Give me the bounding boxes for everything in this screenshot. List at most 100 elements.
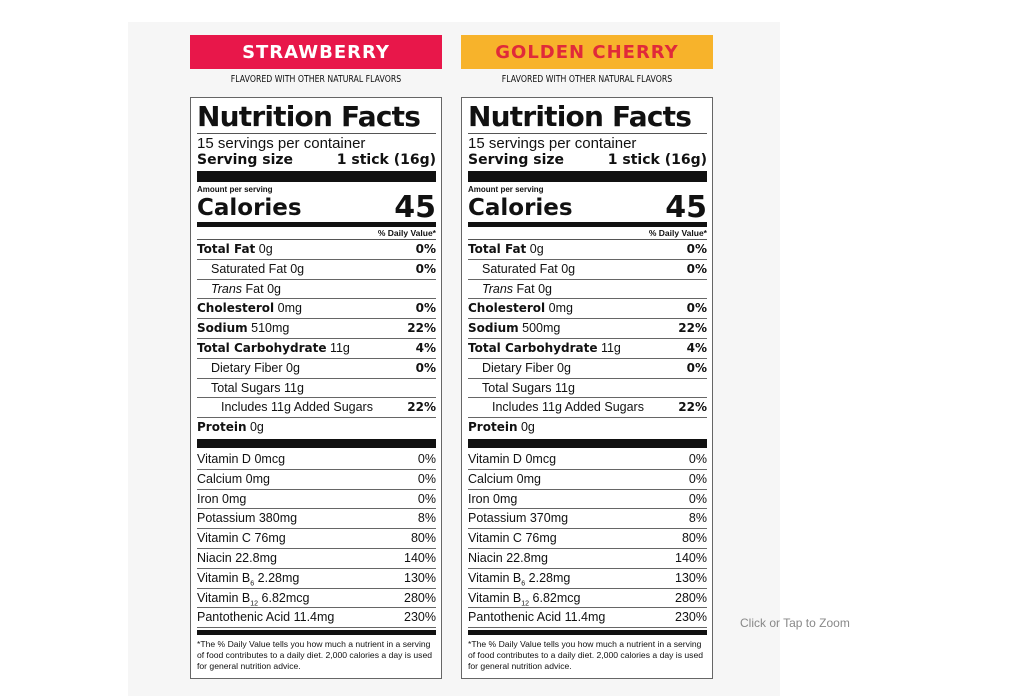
vitamin-name-group: Iron 0mg	[197, 490, 246, 509]
nutrient-name: Protein	[468, 420, 518, 435]
nutrient-daily-value: 4%	[415, 340, 436, 355]
nutrient-row: Protein 0g	[197, 418, 436, 438]
nutrient-name-group: Total Carbohydrate 11g	[197, 339, 350, 358]
vitamin-daily-value: 0%	[688, 471, 707, 486]
divider-thick	[197, 171, 436, 182]
vitamin-amount: 0mcg	[525, 451, 557, 466]
nutrient-name-group: Total Fat 0g	[197, 240, 273, 259]
vitamin-daily-value: 140%	[675, 550, 707, 565]
serving-size-value: 1 stick (16g)	[336, 152, 436, 168]
flavor-banner: GOLDEN CHERRY	[461, 35, 713, 69]
nutrient-row: Saturated Fat 0g 0%	[197, 260, 436, 280]
nutrient-name-group: Trans Fat 0g	[468, 280, 552, 299]
nutrient-amount: 0mg	[277, 301, 302, 316]
nutrient-name-group: Includes 11g Added Sugars	[197, 398, 373, 417]
vitamin-name-group: Vitamin D 0mcg	[197, 450, 285, 469]
vitamin-name: Iron	[197, 491, 219, 506]
nutrient-name: Includes 11g Added Sugars	[221, 400, 373, 415]
nutrient-name-group: Saturated Fat 0g	[468, 260, 575, 279]
nutrient-name: Cholesterol	[468, 301, 546, 316]
nutrition-label: Nutrition Facts 15 servings per container…	[461, 97, 713, 680]
nutrient-name: Saturated Fat	[211, 261, 287, 276]
vitamin-name-group: Pantothenic Acid 11.4mg	[197, 608, 334, 627]
vitamin-daily-value: 230%	[675, 610, 707, 625]
nutrient-amount: 11g	[554, 380, 575, 395]
vitamin-amount: 6.82mcg	[532, 590, 581, 605]
nutrient-daily-value: 0%	[415, 301, 436, 316]
amount-per-serving: Amount per serving	[197, 185, 273, 194]
vitamin-row: Niacin 22.8mg 140%	[197, 549, 436, 569]
vitamin-amount: 0mg	[245, 471, 270, 486]
vitamin-name: Vitamin C	[197, 531, 251, 546]
vitamin-daily-value: 280%	[675, 590, 707, 605]
divider-medium	[468, 630, 707, 636]
nutrient-daily-value: 0%	[415, 360, 436, 375]
nutrient-amount: 0g	[538, 281, 552, 296]
vitamin-subscript: 6	[521, 580, 526, 588]
vitamin-amount: 380mg	[258, 511, 298, 526]
nutrient-name-group: Total Carbohydrate 11g	[468, 339, 621, 358]
flavor-subtitle: FLAVORED WITH OTHER NATURAL FLAVORS	[501, 74, 673, 85]
nutrient-daily-value: 0%	[686, 301, 707, 316]
nutrient-name-group: Trans Fat 0g	[197, 280, 281, 299]
nutrient-name: Total Sugars	[211, 380, 281, 395]
nutrient-name: Total Fat	[468, 242, 527, 256]
nutrient-name-group: Protein 0g	[197, 418, 264, 438]
vitamin-name: Calcium	[468, 471, 514, 486]
daily-value-header: % Daily Value*	[468, 227, 707, 240]
nutrient-daily-value: 0%	[686, 261, 707, 276]
nutrition-panel: GOLDEN CHERRY FLAVORED WITH OTHER NATURAL…	[461, 35, 713, 680]
nutrient-name: Sodium	[197, 321, 248, 336]
nutrient-daily-value: 22%	[678, 321, 707, 336]
vitamin-row: Iron 0mg 0%	[468, 490, 707, 510]
nutrient-name: Trans	[211, 281, 243, 296]
vitamin-amount: 2.28mg	[528, 570, 571, 585]
vitamin-name-group: Pantothenic Acid 11.4mg	[468, 608, 605, 627]
vitamin-name: Vitamin B	[468, 590, 522, 605]
vitamin-name: Niacin	[468, 550, 503, 565]
vitamin-name: Potassium	[197, 511, 256, 526]
nutrition-facts-title: Nutrition Facts	[197, 101, 436, 134]
flavor-subtitle: FLAVORED WITH OTHER NATURAL FLAVORS	[230, 74, 402, 85]
nutrient-amount: 0g	[529, 242, 544, 256]
vitamin-daily-value: 0%	[417, 471, 436, 486]
vitamin-row: Potassium 370mg 8%	[468, 509, 707, 530]
calories-label: Calories	[468, 195, 573, 221]
nutrient-name-group: Cholesterol 0mg	[197, 299, 302, 318]
nutrient-name-group: Total Fat 0g	[468, 240, 544, 259]
vitamin-daily-value: 0%	[417, 491, 436, 506]
vitamin-row: Vitamin B6 2.28mg 130%	[197, 569, 436, 589]
nutrient-row: Cholesterol 0mg 0%	[468, 299, 707, 320]
vitamin-name: Vitamin B	[468, 570, 522, 585]
vitamin-row: Pantothenic Acid 11.4mg 230%	[197, 608, 436, 629]
calories-value: 45	[394, 190, 436, 225]
nutrient-name: Saturated Fat	[482, 261, 558, 276]
vitamin-row: Vitamin C 76mg 80%	[197, 529, 436, 549]
flavor-banner: STRAWBERRY	[190, 35, 442, 69]
calories-row: Calories 45	[468, 193, 707, 223]
nutrient-daily-value: 22%	[407, 321, 436, 336]
nutrient-row: Saturated Fat 0g 0%	[468, 260, 707, 280]
nutrient-amount: 500mg	[522, 321, 561, 336]
vitamin-amount: 0mg	[516, 471, 541, 486]
vitamin-name: Niacin	[197, 550, 232, 565]
vitamin-row: Potassium 380mg 8%	[197, 509, 436, 530]
nutrient-name: Includes 11g Added Sugars	[492, 400, 644, 415]
nutrient-amount: 0g	[249, 420, 264, 435]
amount-per-serving: Amount per serving	[468, 185, 544, 194]
serving-size: Serving size 1 stick (16g)	[197, 152, 436, 168]
nutrient-row: Sodium 510mg 22%	[197, 319, 436, 339]
vitamin-name: Potassium	[468, 511, 527, 526]
nutrient-amount: 0mg	[548, 301, 573, 316]
nutrient-row: Total Fat 0g 0%	[197, 240, 436, 260]
nutrient-name: Dietary Fiber	[482, 360, 554, 375]
nutrient-row: Dietary Fiber 0g 0%	[197, 359, 436, 379]
nutrition-panel: STRAWBERRY FLAVORED WITH OTHER NATURAL FL…	[190, 35, 442, 680]
vitamin-name-group: Vitamin D 0mcg	[468, 450, 556, 469]
nutrient-daily-value: 0%	[415, 242, 436, 256]
nutrient-daily-value: 22%	[678, 400, 707, 415]
nutrient-amount: 11g	[329, 340, 350, 355]
servings-per-container: 15 servings per container	[468, 135, 637, 152]
zoom-hint[interactable]: Click or Tap to Zoom	[740, 616, 850, 630]
nutrient-row: Includes 11g Added Sugars 22%	[468, 398, 707, 419]
